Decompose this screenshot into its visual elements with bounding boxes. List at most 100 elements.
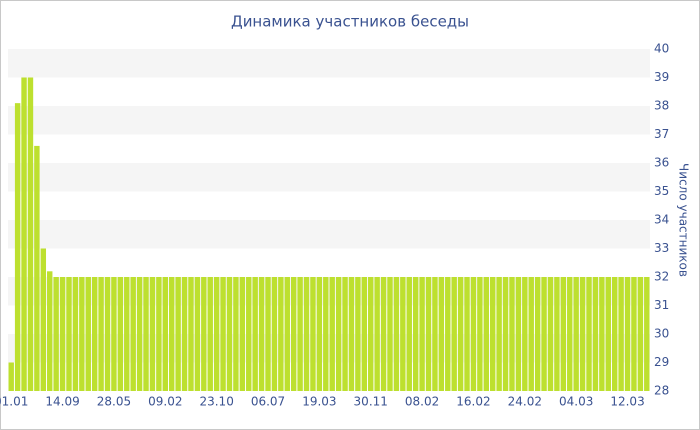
bar xyxy=(586,277,592,391)
bar xyxy=(534,277,541,391)
bar xyxy=(59,277,66,391)
y-tick-label: 34 xyxy=(654,213,669,227)
bar xyxy=(175,277,181,391)
bar xyxy=(573,277,579,391)
x-tick-label: 28.05 xyxy=(97,395,131,409)
bar xyxy=(124,277,130,391)
bar xyxy=(85,277,91,391)
bar xyxy=(445,277,451,391)
bar xyxy=(316,277,323,391)
bar xyxy=(592,277,599,391)
y-tick-label: 35 xyxy=(654,184,669,198)
bar xyxy=(40,248,47,391)
bar xyxy=(284,277,290,391)
bar xyxy=(252,277,258,391)
grid-band xyxy=(8,277,650,306)
y-tick-label: 28 xyxy=(654,384,669,398)
x-tick-label: 09.02 xyxy=(148,395,182,409)
bar xyxy=(201,277,207,391)
bar xyxy=(470,277,477,391)
bar xyxy=(169,277,175,391)
bar xyxy=(220,277,226,391)
bar xyxy=(624,277,631,391)
bar xyxy=(342,277,348,391)
x-tick-label: 30.11 xyxy=(354,395,388,409)
bar xyxy=(14,103,21,392)
bar xyxy=(387,277,393,391)
x-tick-label: 01.01 xyxy=(0,395,28,409)
y-tick-label: 36 xyxy=(654,156,669,170)
bar xyxy=(483,277,489,391)
bar xyxy=(637,277,644,391)
bar xyxy=(618,277,624,391)
bar xyxy=(554,277,560,391)
bar xyxy=(348,277,355,391)
bar xyxy=(297,277,303,391)
grid-band xyxy=(8,163,650,192)
bar xyxy=(406,277,412,391)
bar xyxy=(464,277,470,391)
bar xyxy=(515,277,522,391)
y-tick-label: 37 xyxy=(654,127,669,141)
bar xyxy=(79,277,85,391)
bar xyxy=(104,277,111,391)
y-tick-label: 38 xyxy=(654,99,669,113)
y-tick-label: 33 xyxy=(654,241,669,255)
grid-band xyxy=(8,334,650,363)
bar xyxy=(438,277,445,391)
bar xyxy=(335,277,342,391)
bar xyxy=(53,277,59,391)
bar xyxy=(502,277,509,391)
bar xyxy=(547,277,554,391)
grid-band xyxy=(8,106,650,135)
bar xyxy=(599,277,605,391)
bar xyxy=(374,277,380,391)
bar xyxy=(457,277,464,391)
bar xyxy=(143,277,149,391)
bar xyxy=(451,277,457,391)
bar xyxy=(644,277,650,391)
y-tick-label: 30 xyxy=(654,327,669,341)
bar xyxy=(21,77,27,391)
bar xyxy=(226,277,233,391)
bar xyxy=(432,277,438,391)
y-axis-title: Число участников xyxy=(677,163,691,277)
bar xyxy=(528,277,534,391)
y-tick-label: 40 xyxy=(654,42,669,56)
bar xyxy=(329,277,335,391)
bar xyxy=(156,277,162,391)
bar xyxy=(271,277,278,391)
bar xyxy=(136,277,143,391)
bar xyxy=(8,362,14,391)
y-tick-label: 39 xyxy=(654,70,669,84)
bar xyxy=(278,277,284,391)
bar xyxy=(213,277,220,391)
bar xyxy=(368,277,374,391)
bar xyxy=(66,277,72,391)
y-tick-label: 31 xyxy=(654,298,669,312)
bar xyxy=(361,277,368,391)
bar xyxy=(355,277,361,391)
bar xyxy=(181,277,188,391)
chart-title: Динамика участников беседы xyxy=(231,13,469,31)
x-tick-label: 08.02 xyxy=(405,395,439,409)
bar xyxy=(611,277,618,391)
bar xyxy=(47,271,53,391)
bar xyxy=(496,277,502,391)
y-tick-label: 32 xyxy=(654,270,669,284)
bar xyxy=(541,277,547,391)
bar xyxy=(522,277,528,391)
bar xyxy=(380,277,387,391)
x-tick-label: 19.03 xyxy=(302,395,336,409)
grid-band xyxy=(8,220,650,249)
bar xyxy=(419,277,425,391)
x-tick-label: 06.07 xyxy=(251,395,285,409)
bar xyxy=(303,277,310,391)
bar xyxy=(412,277,419,391)
bar xyxy=(290,277,297,391)
bar xyxy=(490,277,496,391)
bar xyxy=(130,277,136,391)
bar xyxy=(111,277,117,391)
bar xyxy=(258,277,265,391)
